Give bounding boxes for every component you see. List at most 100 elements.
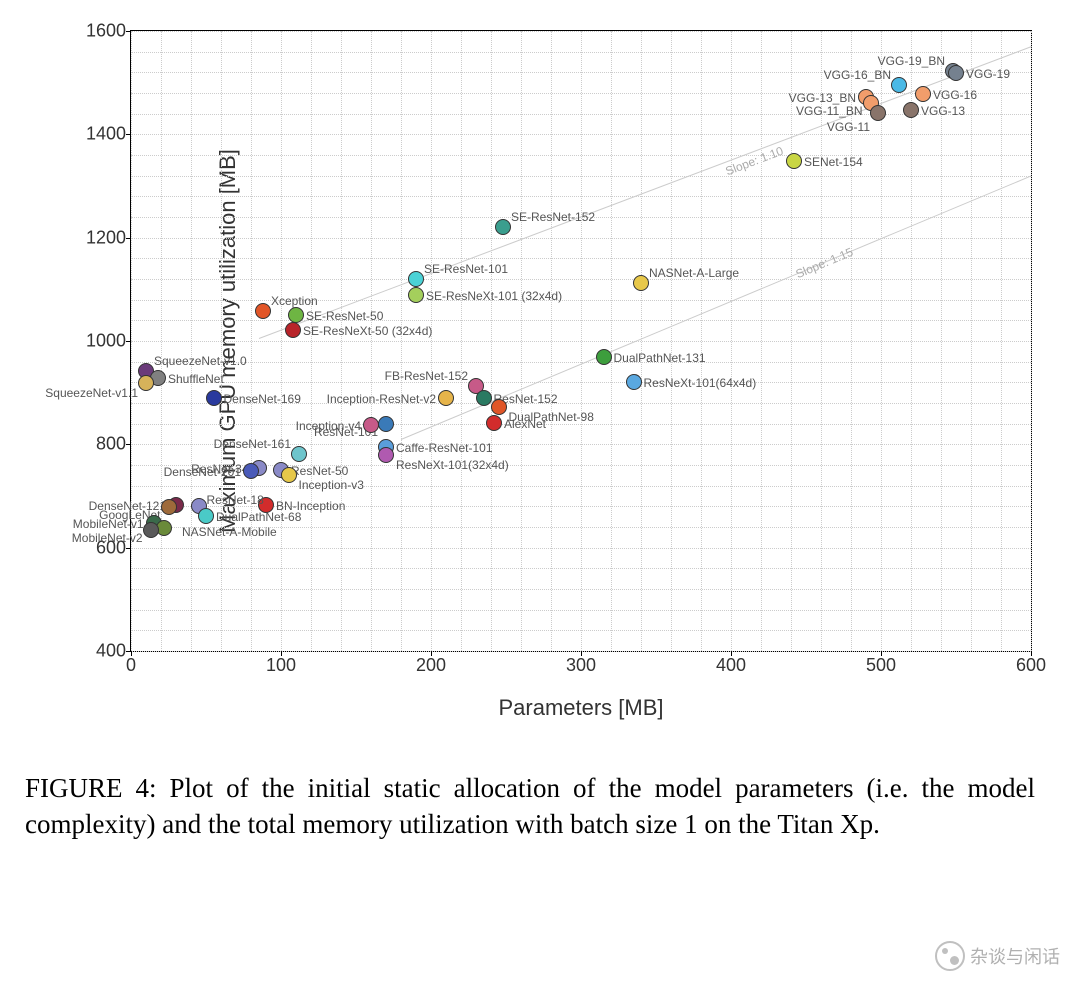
point-label: ResNeXt-101(32x4d) [396,459,509,471]
data-point [378,447,394,463]
gridline-h [131,341,1031,342]
data-point [596,349,612,365]
gridline-h [131,320,1031,321]
xtick-label: 100 [266,655,296,676]
xtick-label: 400 [716,655,746,676]
data-point [291,446,307,462]
gridline-h [131,134,1031,135]
data-point [486,415,502,431]
watermark-text: 杂谈与闲话 [970,943,1060,969]
wechat-icon [935,941,965,971]
gridline-h [131,72,1031,73]
gridline-h [131,93,1031,94]
point-label: SE-ResNeXt-50 (32x4d) [303,325,432,337]
data-point [633,275,649,291]
point-label: Caffe-ResNet-101 [396,442,493,454]
point-label: DualPathNet-131 [614,352,706,364]
point-label: SE-ResNet-152 [511,211,595,223]
data-point [285,322,301,338]
gridline-h [131,279,1031,280]
xtick-label: 0 [126,655,136,676]
data-point [408,271,424,287]
data-point [198,508,214,524]
xtick-label: 200 [416,655,446,676]
point-label: VGG-11_BN [796,105,862,117]
data-point [495,219,511,235]
gridline-h [131,155,1031,156]
data-point [948,65,964,81]
point-label: SqueezeNet-v1.0 [154,355,247,367]
data-point [378,416,394,432]
ytick-label: 800 [76,434,126,455]
point-label: ShuffleNet [168,373,224,385]
point-label: ResNet-18 [207,494,264,506]
point-label: SqueezeNet-v1.1 [45,387,138,399]
figure-caption: FIGURE 4: Plot of the initial static all… [25,770,1035,843]
point-label: VGG-19 [966,68,1010,80]
point-label: NASNet-A-Large [649,267,739,279]
point-label: AlexNet [504,418,546,430]
point-label: SENet-154 [804,156,863,168]
data-point [786,153,802,169]
gridline-v [1031,31,1032,651]
data-point [408,287,424,303]
data-point [161,499,177,515]
point-label: FB-ResNet-152 [385,370,468,382]
gridline-h [131,568,1031,569]
point-label: DenseNet-201 [164,466,241,478]
data-point [143,522,159,538]
gridline-h [131,382,1031,383]
data-point [438,390,454,406]
data-point [243,463,259,479]
ytick-label: 400 [76,641,126,662]
point-label: VGG-19_BN [878,55,945,67]
watermark: 杂谈与闲话 [935,941,1060,971]
point-label: SE-ResNet-101 [424,263,508,275]
data-point [138,375,154,391]
xtick-label: 300 [566,655,596,676]
point-label: VGG-13 [921,105,965,117]
slope-label: Slope: 1.15 [794,245,855,281]
point-label: VGG-16 [933,89,977,101]
gridline-h [131,196,1031,197]
gridline-h [131,486,1031,487]
data-point [626,374,642,390]
gridline-h [131,610,1031,611]
data-point [903,102,919,118]
ytick-label: 1400 [76,124,126,145]
point-label: NASNet-A-Mobile [182,526,277,538]
point-label: Inception-v4 [296,420,361,432]
point-label: SE-ResNet-50 [306,310,383,322]
gridline-h [131,548,1031,549]
data-point [915,86,931,102]
gridline-h [131,52,1031,53]
gridline-h [131,258,1031,259]
point-label: ResNet-50 [291,465,348,477]
point-label: Xception [271,295,318,307]
point-label: VGG-11 [827,121,870,133]
gridline-h [131,630,1031,631]
point-label: ResNeXt-101(64x4d) [644,377,757,389]
point-label: Inception-ResNet-v2 [327,393,436,405]
data-point [206,390,222,406]
data-point [288,307,304,323]
gridline-h [131,589,1031,590]
ytick-label: 1600 [76,21,126,42]
data-point [870,105,886,121]
point-label: Inception-v3 [299,479,364,491]
data-point [476,390,492,406]
gridline-h [131,176,1031,177]
ytick-label: 1000 [76,331,126,352]
ytick-label: 1200 [76,227,126,248]
point-label: VGG-13_BN [789,92,856,104]
chart-container: Maximum GPU memory utilization [MB] Para… [10,10,1070,730]
point-label: MobileNet-v2 [72,532,143,544]
gridline-h [131,31,1031,32]
point-label: MobileNet-v1 [73,518,144,530]
point-label: DualPathNet-68 [216,511,301,523]
xtick-label: 500 [866,655,896,676]
data-point [491,399,507,415]
point-label: DenseNet-161 [214,438,291,450]
gridline-h [131,114,1031,115]
point-label: VGG-16_BN [824,69,891,81]
